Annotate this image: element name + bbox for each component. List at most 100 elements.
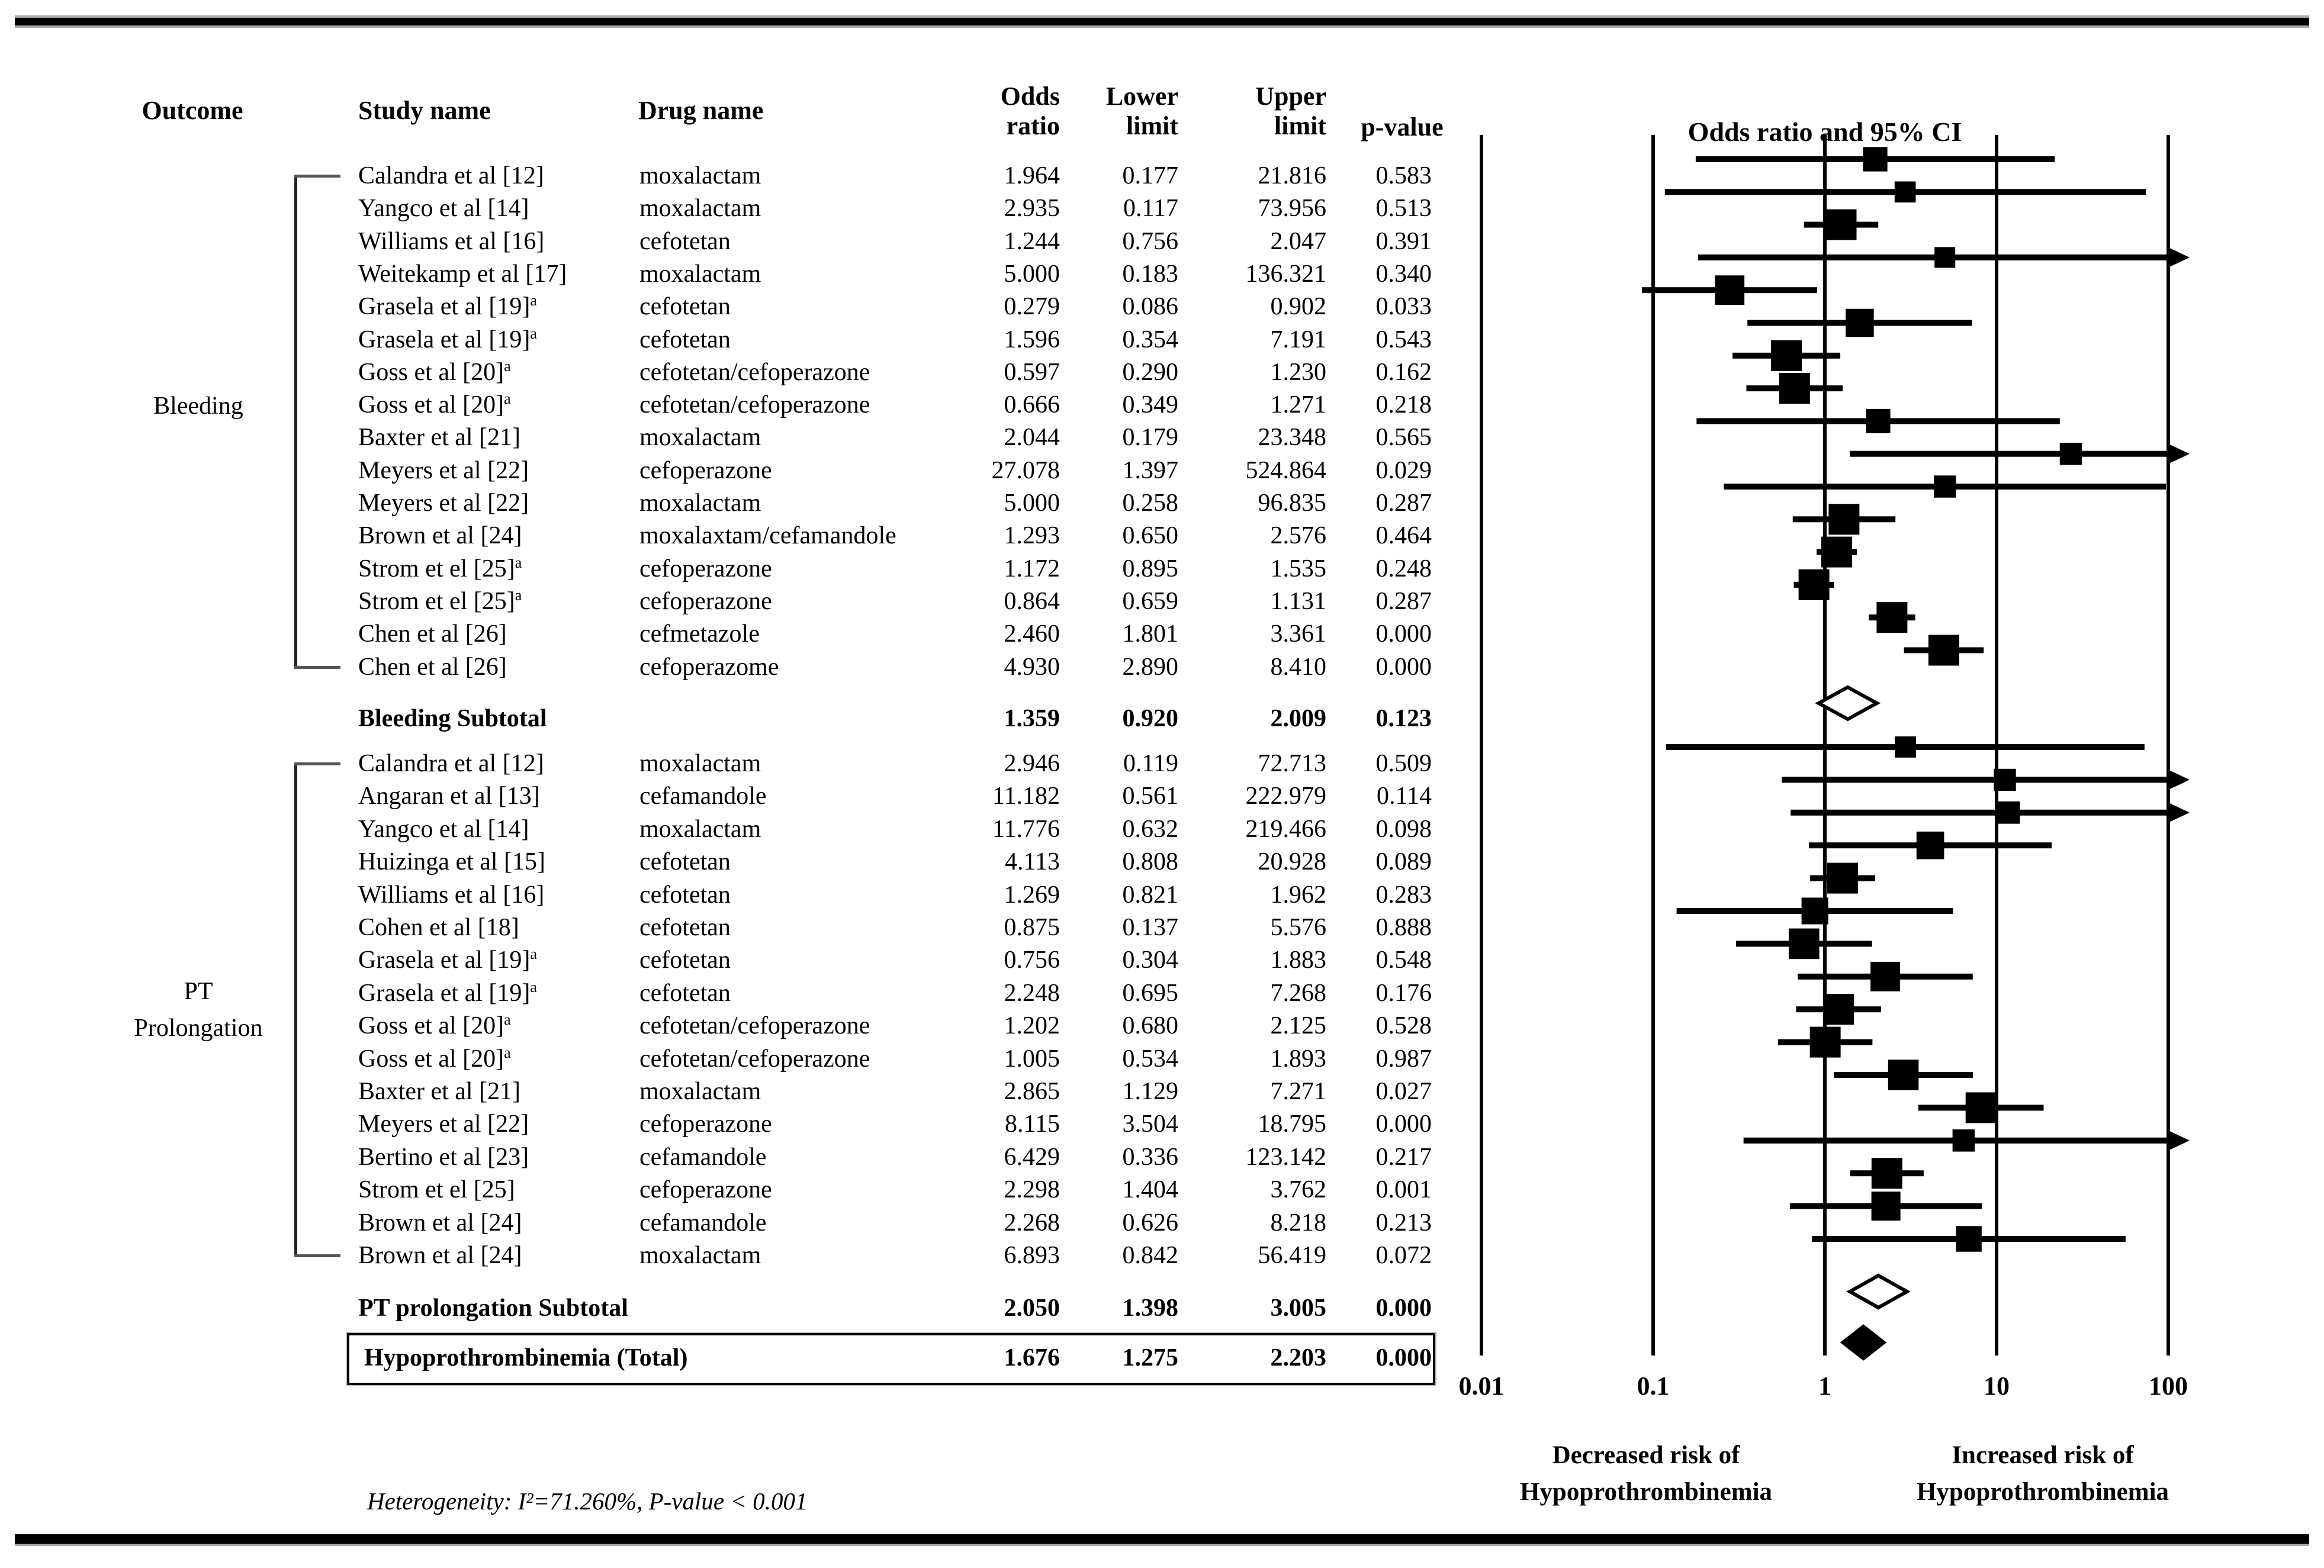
- x-axis-tick-label: 1: [1818, 1371, 1831, 1400]
- lower-limit-cell: 1.129: [1122, 1078, 1179, 1105]
- study-name-cell: Goss et al [20]a: [358, 357, 511, 386]
- drug-name-cell: moxalactam: [639, 490, 761, 517]
- upper-limit-cell: 2.009: [1270, 705, 1327, 732]
- bottom-rule-gray: [15, 1544, 2309, 1546]
- p-value-cell: 0.029: [1375, 456, 1432, 484]
- upper-limit-cell: 136.321: [1245, 260, 1327, 288]
- footnote-marker: a: [504, 390, 511, 408]
- p-value-cell: 0.513: [1375, 195, 1432, 223]
- bracket-stub-bottom: [294, 665, 340, 669]
- lower-limit-cell: 0.354: [1122, 326, 1179, 353]
- bracket-stub-top: [294, 762, 340, 765]
- odds-ratio-cell: 1.676: [1004, 1344, 1060, 1371]
- drug-name-cell: cefotetan/cefoperazone: [639, 391, 870, 419]
- upper-limit-cell: 8.410: [1270, 653, 1327, 681]
- odds-ratio-cell: 6.429: [1004, 1143, 1060, 1171]
- odds-ratio-cell: 27.078: [991, 456, 1060, 484]
- lower-limit-cell: 0.179: [1122, 424, 1179, 452]
- column-header-lower-limit: Lower limit: [1105, 82, 1178, 140]
- upper-limit-cell: 56.419: [1258, 1242, 1327, 1269]
- odds-ratio-cell: 4.930: [1004, 653, 1060, 681]
- p-value-cell: 0.283: [1375, 881, 1432, 909]
- study-name-cell: Goss et al [20]a: [358, 390, 511, 419]
- study-name-cell: Goss et al [20]a: [358, 1044, 511, 1073]
- drug-name-cell: moxalactam: [639, 1078, 761, 1105]
- bracket-line: [294, 175, 297, 668]
- p-value-cell: 0.987: [1375, 1045, 1432, 1073]
- study-name-cell: Brown et al [24]: [358, 1209, 522, 1237]
- column-header-study: Study name: [358, 96, 491, 125]
- study-name-cell: Brown et al [24]: [358, 522, 522, 550]
- upper-limit-cell: 1.535: [1270, 555, 1327, 582]
- p-value-cell: 0.287: [1375, 490, 1432, 517]
- lower-limit-cell: 0.632: [1122, 815, 1179, 843]
- p-value-cell: 0.213: [1375, 1209, 1432, 1237]
- upper-limit-cell: 23.348: [1258, 424, 1327, 452]
- footnote-marker: a: [515, 553, 522, 571]
- study-name-cell: Baxter et al [21]: [358, 1078, 521, 1105]
- lower-limit-cell: 0.895: [1122, 555, 1179, 582]
- lower-limit-cell: 0.680: [1122, 1012, 1179, 1040]
- study-name-cell: Meyers et al [22]: [358, 456, 529, 484]
- p-value-cell: 0.072: [1375, 1242, 1432, 1269]
- odds-ratio-cell: 0.875: [1004, 914, 1060, 941]
- upper-limit-cell: 222.979: [1245, 783, 1327, 810]
- bottom-rule: [15, 1534, 2309, 1544]
- footnote-marker: a: [530, 978, 537, 996]
- bracket-stub-bottom: [294, 1254, 340, 1257]
- upper-limit-cell: 2.576: [1270, 522, 1327, 550]
- upper-limit-cell: 3.005: [1270, 1295, 1327, 1322]
- p-value-cell: 0.027: [1375, 1078, 1432, 1105]
- study-name-cell: Chen et al [26]: [358, 620, 507, 648]
- footnote-marker: a: [515, 586, 522, 604]
- outcome-label-bleeding: Bleeding: [153, 392, 243, 420]
- lower-limit-cell: 0.336: [1122, 1143, 1179, 1171]
- drug-name-cell: cefotetan: [639, 946, 731, 974]
- drug-name-cell: cefotetan: [639, 881, 731, 909]
- odds-ratio-cell: 2.044: [1004, 424, 1060, 452]
- lower-limit-cell: 0.290: [1122, 358, 1179, 386]
- odds-ratio-cell: 2.460: [1004, 620, 1060, 648]
- p-value-cell: 0.565: [1375, 424, 1432, 452]
- drug-name-cell: cefoperazone: [639, 456, 772, 484]
- odds-ratio-cell: 2.050: [1004, 1295, 1060, 1322]
- footnote-marker: a: [504, 1044, 511, 1061]
- p-value-cell: 0.123: [1375, 705, 1432, 732]
- p-value-cell: 0.287: [1375, 587, 1432, 615]
- drug-name-cell: cefotetan: [639, 914, 731, 941]
- lower-limit-cell: 1.801: [1122, 620, 1179, 648]
- upper-limit-cell: 5.576: [1270, 914, 1327, 941]
- upper-limit-cell: 2.047: [1270, 227, 1327, 255]
- p-value-cell: 0.218: [1375, 391, 1432, 419]
- odds-ratio-cell: 5.000: [1004, 260, 1060, 288]
- drug-name-cell: moxalactam: [639, 260, 761, 288]
- footnote-marker: a: [530, 324, 537, 342]
- upper-limit-cell: 1.271: [1270, 391, 1327, 419]
- drug-name-cell: moxalactam: [639, 750, 761, 777]
- lower-limit-cell: 1.398: [1122, 1295, 1179, 1322]
- drug-name-cell: cefamandole: [639, 783, 767, 810]
- risk-label-right: Increased risk of Hypoprothrombinemia: [1916, 1441, 2169, 1506]
- p-value-cell: 0.000: [1375, 620, 1432, 648]
- study-name-cell: Grasela et al [19]a: [358, 945, 537, 974]
- drug-name-cell: moxalactam: [639, 1242, 761, 1269]
- p-value-cell: 0.340: [1375, 260, 1432, 288]
- top-rule: [15, 18, 2309, 25]
- x-axis-tick-label: 100: [2149, 1371, 2188, 1400]
- odds-ratio-cell: 2.935: [1004, 195, 1060, 223]
- lower-limit-cell: 0.086: [1122, 293, 1179, 321]
- upper-limit-cell: 21.816: [1258, 162, 1327, 189]
- drug-name-cell: cefotetan: [639, 227, 731, 255]
- lower-limit-cell: 0.626: [1122, 1209, 1179, 1237]
- x-axis-tick-label: 10: [1984, 1371, 2010, 1400]
- drug-name-cell: moxalaxtam/cefamandole: [639, 522, 896, 550]
- odds-ratio-cell: 11.182: [992, 783, 1060, 810]
- lower-limit-cell: 0.650: [1122, 522, 1179, 550]
- odds-ratio-cell: 1.269: [1004, 881, 1060, 909]
- lower-limit-cell: 0.808: [1122, 848, 1179, 876]
- p-value-cell: 0.528: [1375, 1012, 1432, 1040]
- p-value-cell: 0.114: [1377, 783, 1432, 810]
- lower-limit-cell: 3.504: [1122, 1110, 1179, 1138]
- drug-name-cell: cefotetan: [639, 293, 731, 321]
